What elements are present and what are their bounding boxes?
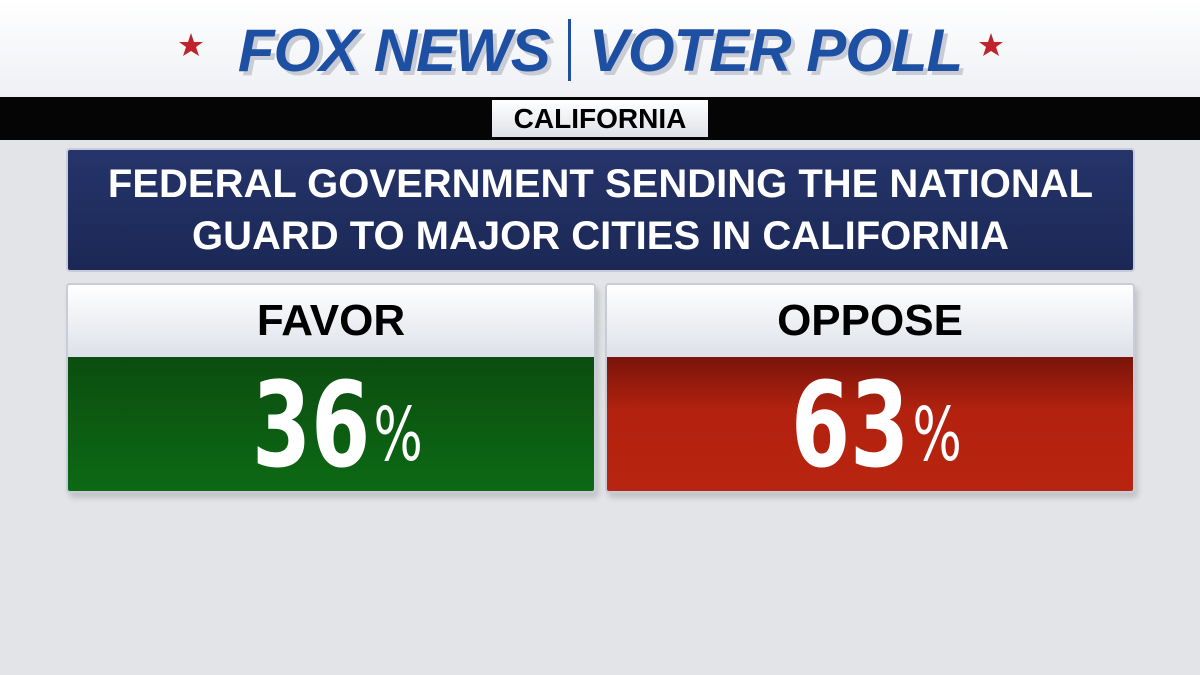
star bbox=[979, 33, 1003, 56]
result-label: OPPOSE bbox=[607, 285, 1133, 357]
question-line: GUARD TO MAJOR CITIES IN CALIFORNIA bbox=[191, 214, 1010, 258]
question-line: FEDERAL GOVERNMENT SENDING THE NATIONAL bbox=[107, 162, 1094, 206]
result-value-box: 36% bbox=[68, 356, 594, 493]
star bbox=[179, 33, 203, 56]
result-unit: % bbox=[912, 392, 962, 478]
result-value: 36 bbox=[251, 356, 370, 493]
result-panel: FAVOR 36% bbox=[66, 283, 596, 493]
result-label: FAVOR bbox=[68, 285, 594, 357]
result-value-box: 63% bbox=[607, 356, 1133, 493]
result-unit: % bbox=[373, 392, 423, 478]
poll-title: VOTER POLL bbox=[588, 16, 963, 84]
result-panel: OPPOSE 63% bbox=[605, 283, 1135, 493]
separator bbox=[567, 19, 571, 81]
header-background bbox=[0, 0, 1200, 97]
region: CALIFORNIA bbox=[492, 100, 708, 137]
logo: FOX NEWS VOTER POLL bbox=[0, 10, 1200, 90]
brand: FOX NEWS bbox=[237, 16, 551, 84]
question: FEDERAL GOVERNMENT SENDING THE NATIONAL G… bbox=[66, 148, 1135, 272]
result-value: 63 bbox=[790, 356, 909, 493]
